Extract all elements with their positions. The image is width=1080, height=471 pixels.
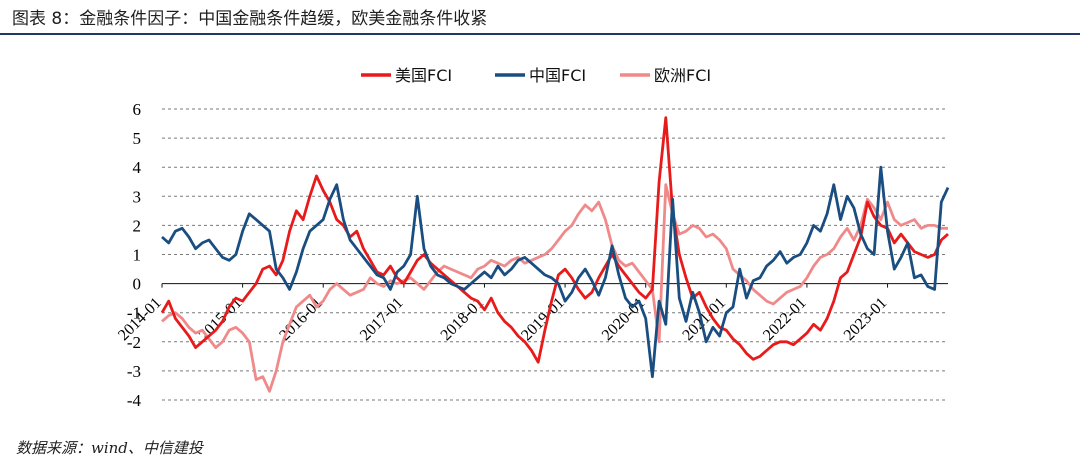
y-tick-label: 2 <box>133 216 142 235</box>
series-line-0 <box>160 116 949 364</box>
grid-lines <box>162 108 948 401</box>
series-line-2 <box>161 183 948 393</box>
x-tick-label: 2015-01 <box>196 294 246 344</box>
legend: 美国FCI 中国FCI 欧洲FCI <box>361 66 711 85</box>
x-tick-label: 2023-01 <box>841 294 891 344</box>
y-tick-label: 0 <box>133 275 142 294</box>
legend-item-0: 美国FCI <box>361 66 452 85</box>
y-tick-label: 4 <box>133 158 142 177</box>
legend-label: 中国FCI <box>529 66 586 85</box>
legend-label: 美国FCI <box>395 66 452 85</box>
x-tick-label: 2017-01 <box>357 294 407 344</box>
title-divider <box>0 33 1080 35</box>
y-tick-label: 1 <box>133 246 142 265</box>
y-axis: 6 5 4 3 2 1 0 -1 -2 -3 -4 <box>127 100 142 410</box>
legend-label: 欧洲FCI <box>654 66 711 85</box>
y-tick-label: 5 <box>133 129 142 148</box>
source-note: 数据来源：wind、中信建投 <box>16 439 203 457</box>
y-tick-label: -4 <box>127 391 142 410</box>
figure-title: 图表 8：金融条件因子：中国金融条件趋缓，欧美金融条件收紧 <box>12 9 488 29</box>
series-lines <box>160 116 950 393</box>
series-line-1 <box>161 165 950 379</box>
y-tick-label: -2 <box>127 333 141 352</box>
y-tick-label: 6 <box>133 100 142 119</box>
y-tick-label: 3 <box>133 187 142 206</box>
x-axis: 2014-01 2015-01 2016-01 2017-01 2018-01 2019-… <box>115 283 948 344</box>
legend-item-1: 中国FCI <box>495 66 586 85</box>
y-tick-label: -3 <box>127 362 141 381</box>
legend-item-2: 欧洲FCI <box>620 66 711 85</box>
x-tick-label: 2020-01 <box>599 294 649 344</box>
y-tick-label: -1 <box>127 304 141 323</box>
